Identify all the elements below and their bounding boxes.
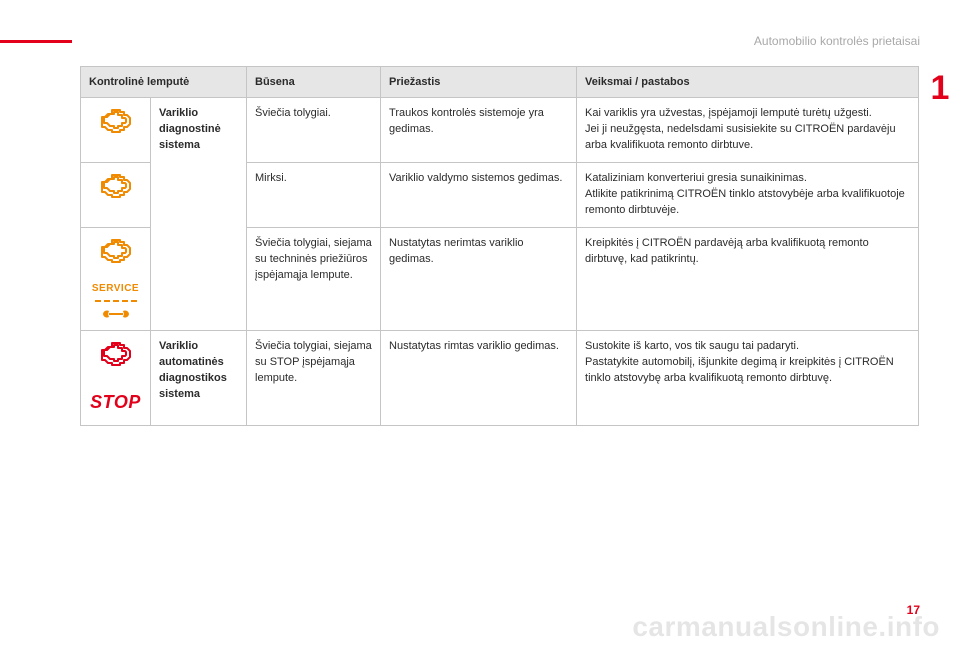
service-dashes-icon xyxy=(95,300,137,302)
chapter-tab: 1 xyxy=(920,66,960,110)
accent-bar xyxy=(0,40,72,43)
service-label: SERVICE xyxy=(92,282,139,297)
state-cell: Mirksi. xyxy=(247,162,381,227)
col-state: Būsena xyxy=(247,67,381,98)
lamp-icon-cell xyxy=(81,98,151,163)
table-row: Variklio diagnostinė sistema Šviečia tol… xyxy=(81,98,919,163)
engine-icon xyxy=(85,108,146,134)
wrench-icon xyxy=(101,308,131,320)
cause-cell: Traukos kontrolės sistemoje yra gedimas. xyxy=(381,98,577,163)
engine-icon xyxy=(99,238,133,264)
state-cell: Šviečia tolygiai, siejama su techninės p… xyxy=(247,227,381,331)
state-cell: Šviečia tolygiai. xyxy=(247,98,381,163)
state-cell: Šviečia tolygiai, siejama su STOP įspėja… xyxy=(247,331,381,426)
table-row: STOP Variklio automatinės diagnostikos s… xyxy=(81,331,919,426)
lamp-icon-cell: STOP xyxy=(81,331,151,426)
engine-icon xyxy=(85,173,146,199)
col-lamp: Kontrolinė lemputė xyxy=(81,67,247,98)
col-cause: Priežastis xyxy=(381,67,577,98)
watermark: carmanualsonline.info xyxy=(632,611,940,643)
stop-label: STOP xyxy=(90,389,141,415)
lamp-name: Variklio automatinės diagnostikos sistem… xyxy=(151,331,247,426)
cause-cell: Nustatytas nerimtas variklio gedimas. xyxy=(381,227,577,331)
action-cell: Kai variklis yra užvestas, įspėjamoji le… xyxy=(577,98,919,163)
table-header-row: Kontrolinė lemputė Būsena Priežastis Vei… xyxy=(81,67,919,98)
action-cell: Sustokite iš karto, vos tik saugu tai pa… xyxy=(577,331,919,426)
lamp-name: Variklio diagnostinė sistema xyxy=(151,98,247,331)
col-action: Veiksmai / pastabos xyxy=(577,67,919,98)
engine-icon xyxy=(99,341,133,367)
lamp-icon-cell xyxy=(81,162,151,227)
warning-lamp-table: Kontrolinė lemputė Būsena Priežastis Vei… xyxy=(80,66,919,426)
cause-cell: Variklio valdymo sistemos gedimas. xyxy=(381,162,577,227)
chapter-number: 1 xyxy=(931,69,950,108)
page-number: 17 xyxy=(907,603,920,617)
lamp-icon-cell: SERVICE xyxy=(81,227,151,331)
section-title: Automobilio kontrolės prietaisai xyxy=(754,34,920,48)
action-cell: Kataliziniam konverteriui gresia sunaiki… xyxy=(577,162,919,227)
cause-cell: Nustatytas rimtas variklio gedimas. xyxy=(381,331,577,426)
action-cell: Kreipkitės į CITROËN pardavėją arba kval… xyxy=(577,227,919,331)
